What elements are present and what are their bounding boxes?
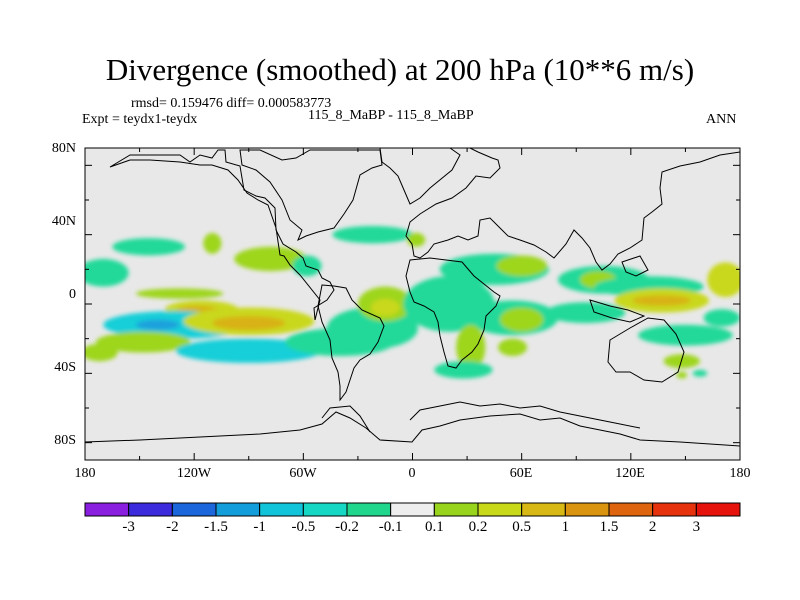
colorbar-swatch xyxy=(215,502,261,517)
contour-patch-pos-mid xyxy=(707,262,740,298)
colorbar-label: -0.1 xyxy=(378,519,403,535)
colorbar-swatch xyxy=(390,502,435,517)
colorbar-label: 0.2 xyxy=(468,519,488,535)
coastline-antarctica-peninsula xyxy=(321,405,371,433)
lon-label-60e: 60E xyxy=(509,466,533,481)
lon-label-180w: 180 xyxy=(74,466,96,481)
coastline-australia xyxy=(607,317,685,383)
lat-label-80n: 80N xyxy=(51,141,76,156)
coastlines xyxy=(85,148,740,447)
colorbar-swatch xyxy=(608,502,654,517)
colorbar-label: -2 xyxy=(166,519,179,535)
contour-patch-pos-weak xyxy=(498,338,528,357)
contour-patch-pos-strong xyxy=(212,316,286,331)
colorbar-label: -1.5 xyxy=(204,519,228,535)
case-label: 115_8_MaBP - 115_8_MaBP xyxy=(308,108,474,123)
contour-patch-neg-weak xyxy=(332,226,413,244)
contour-patch-pos-mid xyxy=(370,298,400,317)
coastline-indonesia xyxy=(589,255,649,323)
experiment-label: Expt = teydx1-teydx xyxy=(82,112,198,127)
contour-patch-neg-weak xyxy=(434,361,493,379)
colorbar-swatch xyxy=(695,502,741,517)
coastline-eurasia xyxy=(405,148,740,271)
contour-patch-neg-weak xyxy=(545,302,626,324)
colorbar-swatch xyxy=(652,502,697,517)
colorbar-label: 0.5 xyxy=(512,519,532,535)
colorbar-label: 1 xyxy=(561,519,570,535)
contour-patch-pos-weak xyxy=(496,255,548,277)
colorbar-swatch xyxy=(477,502,523,517)
colorbar-swatch xyxy=(433,502,479,517)
rmsd-stats: rmsd= 0.159476 diff= 0.000583773 xyxy=(131,96,332,111)
lat-label-eq: 0 xyxy=(69,287,76,302)
coastline-antarctica xyxy=(85,411,740,447)
divergence-field xyxy=(85,226,740,379)
season-label: ANN xyxy=(706,112,737,127)
colorbar-swatch xyxy=(171,502,217,517)
colorbar-swatch xyxy=(521,502,566,517)
colorbar-label: -1 xyxy=(253,519,266,535)
lon-label-60w: 60W xyxy=(289,466,317,481)
colorbar-swatch xyxy=(259,502,304,517)
contour-patch-pos-weak xyxy=(203,232,222,254)
lat-label-40s: 40S xyxy=(54,360,76,375)
contour-patch-neg-weak xyxy=(692,369,708,377)
colorbar-swatch xyxy=(84,502,130,517)
contour-patch-neg-mid xyxy=(175,338,322,363)
contour-patch-pos-weak xyxy=(407,232,426,247)
contour-patch-neg-weak xyxy=(703,309,740,327)
coastline-south-america xyxy=(317,284,385,402)
colorbar-label: -0.2 xyxy=(335,519,359,535)
colorbar-swatch xyxy=(128,502,173,517)
coastline-north-america xyxy=(109,149,335,321)
lon-label-0: 0 xyxy=(408,466,416,481)
axis-ticks xyxy=(84,148,741,460)
colorbar-swatch xyxy=(302,502,348,517)
contour-patch-neg-weak xyxy=(285,328,395,356)
contour-patch-neg-weak xyxy=(112,238,186,256)
contour-patch-neg-weak xyxy=(638,324,733,346)
colorbar xyxy=(84,502,741,517)
contour-patch-pos-weak xyxy=(85,343,118,362)
coastline-greenland xyxy=(379,148,461,205)
colorbar-label: -3 xyxy=(122,519,135,535)
contour-patch-pos-weak xyxy=(663,354,700,369)
contour-patch-pos-weak xyxy=(95,331,191,353)
coastline-antarctica-inner xyxy=(409,401,641,429)
colorbar-swatch xyxy=(346,502,392,517)
contour-patch-neg-weak xyxy=(85,258,129,287)
colorbar-label: 2 xyxy=(648,519,657,535)
lat-label-80s: 80S xyxy=(54,433,76,448)
coastline-africa xyxy=(405,257,501,369)
contour-patch-neg-strong xyxy=(135,319,180,330)
colorbar-label: 3 xyxy=(692,519,701,535)
lon-label-120w: 120W xyxy=(176,466,212,481)
plot-title: Divergence (smoothed) at 200 hPa (10**6 … xyxy=(105,52,695,87)
colorbar-label: 0.1 xyxy=(424,519,444,535)
lon-label-180e: 180 xyxy=(729,466,751,481)
contour-patch-pos-weak xyxy=(234,246,307,272)
contour-patch-pos-weak xyxy=(135,288,224,299)
colorbar-swatch xyxy=(564,502,610,517)
contour-patch-pos-weak xyxy=(676,371,688,379)
colorbar-label: -0.5 xyxy=(291,519,316,535)
contour-patch-pos-weak xyxy=(499,307,544,332)
contour-patch-pos-strong xyxy=(632,295,691,306)
lon-label-120e: 120E xyxy=(615,466,645,481)
lat-label-40n: 40N xyxy=(51,214,76,229)
colorbar-label: 1.5 xyxy=(599,519,619,535)
